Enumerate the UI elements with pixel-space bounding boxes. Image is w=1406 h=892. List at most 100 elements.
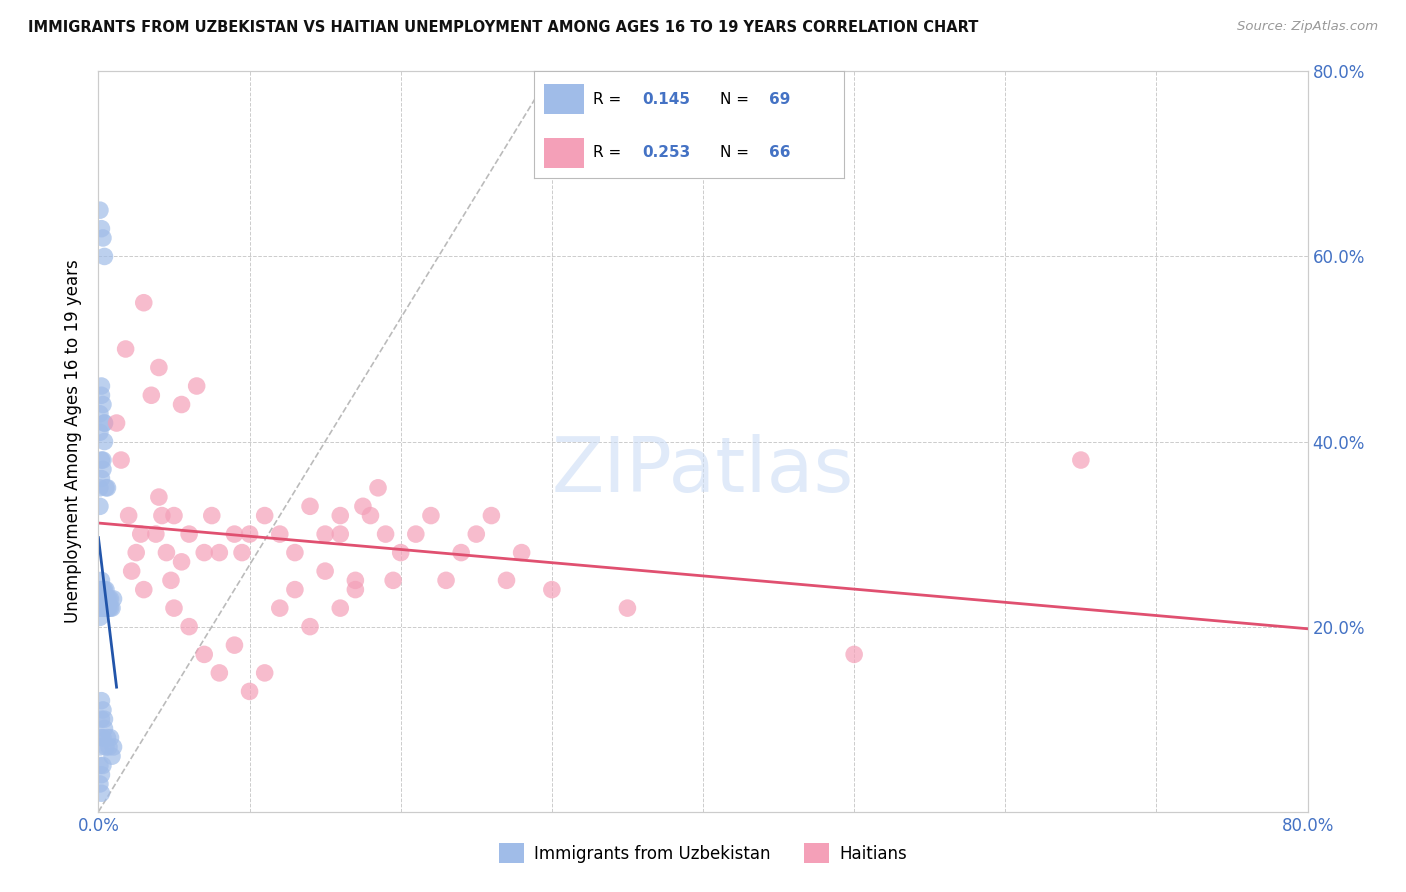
Point — [89, 425, 111, 440]
Point — [98, 739, 121, 754]
Point — [93, 434, 115, 449]
Point — [90, 767, 112, 781]
Point — [155, 545, 177, 560]
Point — [94, 601, 117, 615]
Point — [91, 703, 114, 717]
Point — [148, 490, 170, 504]
Point — [89, 758, 111, 772]
Text: 66: 66 — [769, 145, 790, 161]
Point — [208, 545, 231, 560]
Point — [110, 453, 132, 467]
Point — [344, 574, 367, 588]
Point — [91, 591, 114, 606]
Point — [100, 601, 122, 615]
Point — [352, 500, 374, 514]
Point — [90, 601, 112, 615]
Point — [329, 508, 352, 523]
Point — [616, 601, 638, 615]
Point — [91, 398, 114, 412]
Point — [132, 582, 155, 597]
Point — [141, 388, 163, 402]
Point — [90, 694, 112, 708]
Point — [389, 545, 412, 560]
Text: R =: R = — [593, 145, 626, 161]
Point — [208, 665, 231, 680]
Point — [100, 591, 122, 606]
Point — [93, 601, 115, 615]
Point — [329, 527, 352, 541]
Point — [101, 601, 124, 615]
Point — [224, 527, 246, 541]
Text: 0.253: 0.253 — [643, 145, 690, 161]
Point — [89, 601, 111, 615]
Point — [89, 500, 111, 514]
Text: Source: ZipAtlas.com: Source: ZipAtlas.com — [1237, 20, 1378, 33]
Point — [284, 545, 307, 560]
Point — [90, 472, 112, 486]
Point — [239, 684, 262, 698]
Point — [224, 638, 246, 652]
Point — [179, 619, 201, 633]
Point — [269, 527, 291, 541]
Point — [90, 601, 112, 615]
Point — [94, 591, 117, 606]
Point — [150, 508, 173, 523]
Point — [94, 739, 117, 754]
Point — [103, 591, 125, 606]
Point — [129, 527, 152, 541]
Point — [90, 591, 112, 606]
Point — [344, 582, 367, 597]
Point — [90, 786, 112, 800]
Point — [163, 601, 186, 615]
Point — [89, 739, 111, 754]
Point — [193, 648, 215, 662]
Point — [314, 564, 336, 578]
Point — [98, 601, 121, 615]
Point — [118, 508, 141, 523]
Point — [91, 601, 114, 615]
Point — [94, 481, 117, 495]
Point — [382, 574, 405, 588]
Point — [114, 342, 136, 356]
Point — [90, 379, 112, 393]
Point — [89, 582, 111, 597]
Point — [98, 591, 121, 606]
Point — [90, 388, 112, 402]
Point — [253, 508, 276, 523]
Point — [495, 574, 517, 588]
Point — [360, 508, 382, 523]
Point — [91, 462, 114, 476]
Point — [540, 582, 562, 597]
Point — [148, 360, 170, 375]
Point — [93, 582, 115, 597]
Point — [96, 591, 118, 606]
Point — [481, 508, 503, 523]
Point — [405, 527, 427, 541]
Point — [93, 416, 115, 430]
Point — [510, 545, 533, 560]
Point — [193, 545, 215, 560]
Point — [89, 481, 111, 495]
Point — [93, 250, 115, 264]
Point — [96, 601, 118, 615]
Text: N =: N = — [720, 92, 754, 107]
Y-axis label: Unemployment Among Ages 16 to 19 years: Unemployment Among Ages 16 to 19 years — [65, 260, 83, 624]
Point — [91, 582, 114, 597]
Point — [93, 591, 115, 606]
Text: R =: R = — [593, 92, 626, 107]
Point — [96, 481, 118, 495]
Text: ZIPatlas: ZIPatlas — [551, 434, 855, 508]
Point — [89, 203, 111, 218]
Point — [89, 407, 111, 421]
Point — [101, 749, 124, 764]
Point — [91, 453, 114, 467]
Point — [96, 731, 118, 745]
Point — [93, 601, 115, 615]
Point — [314, 527, 336, 541]
Point — [100, 731, 122, 745]
Point — [844, 648, 866, 662]
Point — [90, 731, 112, 745]
Point — [91, 601, 114, 615]
Point — [132, 295, 155, 310]
Point — [170, 398, 193, 412]
